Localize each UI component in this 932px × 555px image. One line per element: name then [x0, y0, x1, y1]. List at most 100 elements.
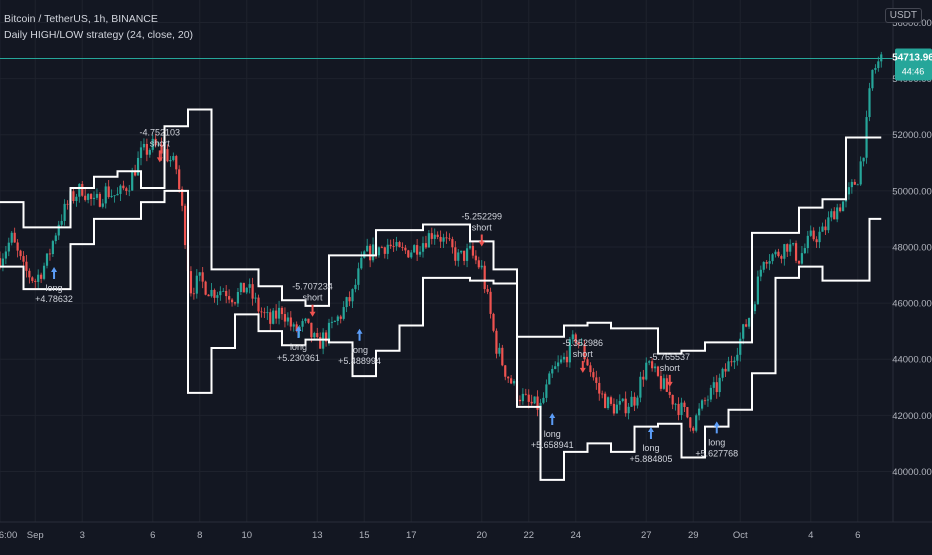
candle-body — [721, 368, 724, 378]
candle-body — [727, 361, 730, 372]
symbol-title[interactable]: Bitcoin / TetherUS, 1h, BINANCE — [4, 13, 158, 25]
candle-body — [98, 193, 101, 207]
time-axis[interactable]: 6:00 Sep 3 6 8 10 13 15 17 20 22 24 27 29 Oct 4 6 — [0, 530, 860, 541]
candle-body — [204, 281, 207, 295]
candle-body — [774, 251, 777, 255]
candle-body — [789, 244, 792, 252]
candle-body — [753, 304, 757, 312]
strategy-title[interactable]: Daily HIGH/LOW strategy (24, close, 20) — [4, 29, 194, 41]
candle-body — [648, 361, 651, 363]
currency-button[interactable]: USDT — [884, 8, 922, 23]
candle-body — [228, 296, 231, 300]
candle-body — [154, 138, 157, 146]
time-tick-label: 17 — [406, 530, 417, 541]
candle-body — [401, 247, 404, 248]
candle-body — [175, 156, 178, 170]
candle-body — [277, 307, 281, 319]
candle-body — [19, 250, 22, 257]
candle-body — [601, 393, 604, 395]
time-tick-label: 6 — [855, 530, 860, 541]
candle-body — [280, 307, 284, 315]
candle-body — [354, 284, 357, 290]
candle-body — [442, 237, 445, 242]
time-tick-label: 22 — [523, 530, 534, 541]
candle-body — [492, 313, 495, 331]
candle-body — [377, 247, 381, 256]
candle-body — [310, 322, 313, 338]
candle-body — [530, 401, 533, 404]
candle-body — [824, 226, 827, 231]
candle-body — [592, 372, 595, 378]
long-arrow-icon — [549, 412, 556, 425]
candle-body — [251, 284, 254, 299]
last-price-value: 54713.96 — [892, 53, 932, 64]
candle-body — [809, 230, 812, 236]
candle-body — [78, 183, 81, 197]
candle-body — [319, 337, 322, 349]
candle-body — [862, 157, 865, 162]
candle-body — [577, 342, 580, 345]
candle-body — [160, 144, 163, 154]
candle-body — [66, 203, 69, 205]
candle-body — [689, 417, 692, 428]
candle-body — [524, 393, 527, 395]
candle-body — [13, 232, 16, 243]
candle-body — [586, 359, 589, 366]
time-tick-label: 13 — [312, 530, 323, 541]
candle-body — [833, 211, 836, 220]
candle-body — [242, 282, 245, 293]
candle-body — [10, 232, 13, 243]
trade-result-label: +5.627768 — [695, 448, 738, 458]
long-arrow-icon — [713, 421, 720, 434]
candles — [0, 51, 883, 434]
candle-body — [42, 265, 46, 279]
candle-body — [642, 376, 645, 380]
candle-body — [272, 310, 275, 324]
candle-body — [189, 271, 193, 294]
candle-body — [22, 256, 25, 262]
candle-body — [609, 397, 613, 404]
candle-body — [501, 347, 504, 366]
candle-body — [847, 187, 851, 195]
candle-body — [410, 252, 413, 258]
candle-body — [762, 262, 765, 270]
candle-body — [151, 138, 154, 150]
candle-body — [468, 245, 472, 249]
candle-body — [213, 289, 216, 298]
daily-high-line — [0, 108, 882, 355]
trade-result-label: -5.707234 — [292, 282, 333, 292]
candle-body — [718, 377, 721, 393]
candle-body — [859, 161, 862, 185]
candle-body — [827, 217, 830, 231]
candle-body — [383, 247, 386, 254]
candle-body — [724, 368, 727, 372]
price-tick-label: 48000.00 — [892, 242, 932, 253]
candle-body — [739, 338, 742, 355]
candle-body — [692, 427, 695, 431]
candle-body — [868, 88, 871, 118]
candle-body — [63, 203, 66, 221]
candle-body — [703, 400, 707, 402]
long-arrow-icon — [295, 325, 302, 338]
candle-body — [269, 312, 272, 324]
trade-side-label: short — [150, 138, 171, 148]
candle-body — [783, 244, 786, 259]
candle-body — [686, 407, 689, 418]
candle-body — [709, 387, 712, 400]
candle-body — [445, 237, 448, 239]
candle-body — [345, 297, 348, 308]
trade-result-label: +5.230361 — [277, 353, 320, 363]
candle-body — [521, 393, 524, 402]
candle-body — [307, 318, 310, 323]
candle-body — [304, 318, 307, 322]
long-trade-marker: long+5.488994 — [338, 328, 381, 366]
candle-body — [551, 368, 554, 374]
candle-body — [178, 169, 181, 190]
candle-body — [134, 171, 137, 176]
candle-body — [794, 243, 798, 261]
last-price-badge — [895, 48, 932, 81]
candle-body — [72, 191, 75, 201]
price-tick-label: 44000.00 — [892, 355, 932, 366]
